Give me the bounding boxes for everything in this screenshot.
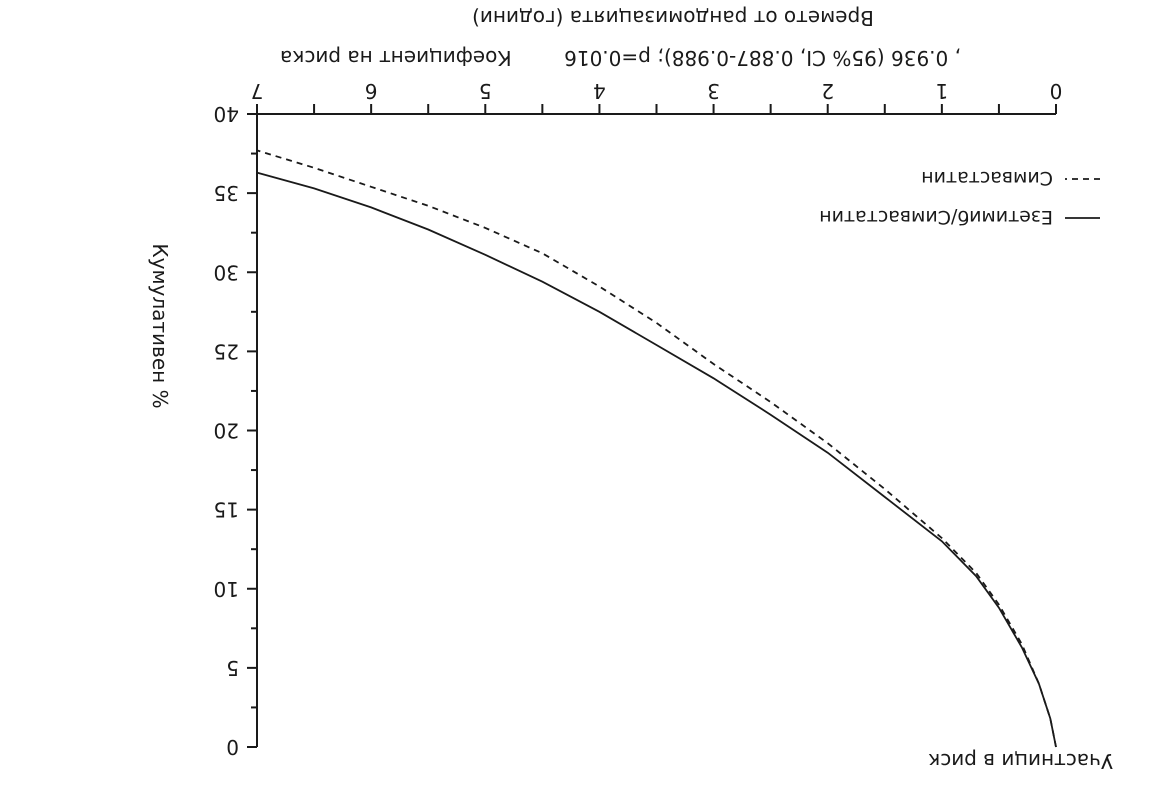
legend-label-ezetimibe-simvastatin: Езетимиб/Симвастатин [819, 206, 1053, 228]
y-tick-label: 0 [226, 735, 239, 759]
y-tick-label: 20 [214, 419, 239, 443]
rotated-figure: Участници в риск 0 1 2 3 4 5 6 7 0 5 10 15 20 25 30 35… [148, 6, 1113, 773]
hazard-ratio-label: Коефициент на риска [280, 46, 512, 70]
hazard-ratio-value: , 0.936 (95% CI, 0.887-0.988); p=0.016 [564, 46, 961, 70]
y-tick-label: 10 [214, 577, 239, 601]
x-tick-label: 3 [707, 79, 720, 103]
x-tick-label: 6 [365, 79, 378, 103]
x-tick-label: 2 [821, 79, 834, 103]
legend-label-simvastatin: Симвастатин [921, 167, 1053, 189]
legend: Симвастатин Езетимиб/Симвастатин [819, 167, 1100, 228]
y-tick-label: 15 [214, 498, 239, 522]
y-tick-label: 5 [226, 656, 239, 680]
x-tick-label: 0 [1050, 79, 1063, 103]
series-line-1 [256, 171, 1057, 748]
y-tick-label: 30 [214, 260, 239, 284]
y-tick-label: 40 [214, 102, 239, 126]
hazard-ratio-note: Коефициент на риска , 0.936 (95% CI, 0.8… [280, 46, 961, 70]
chart-title: Участници в риск [928, 749, 1113, 773]
x-tick-label: 7 [251, 79, 264, 103]
series-group [256, 149, 1057, 748]
x-axis-ticks: 0 1 2 3 4 5 6 7 [251, 79, 1063, 114]
y-axis-ticks: 0 5 10 15 20 25 30 35 40 [214, 102, 257, 759]
y-tick-label: 35 [214, 181, 239, 205]
x-tick-label: 1 [935, 79, 948, 103]
series-line-0 [256, 149, 1057, 748]
y-tick-label: 25 [214, 339, 239, 363]
x-axis-title: Времето от рандомизацията (години) [472, 6, 874, 30]
y-axis-title: Кумулативен % [148, 243, 172, 408]
x-tick-label: 5 [479, 79, 492, 103]
x-tick-label: 4 [593, 79, 606, 103]
